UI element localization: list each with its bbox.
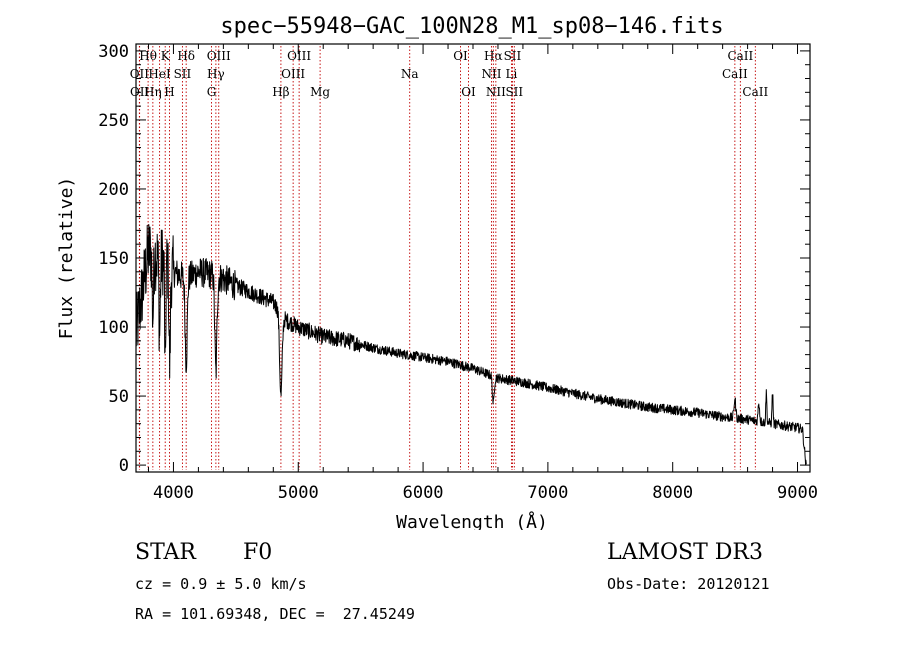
- y-axis: 0 50 100 150 200 250 300: [98, 42, 810, 476]
- plot-frame: [135, 43, 811, 473]
- flux-line: [135, 224, 807, 466]
- line-marker-label: G: [207, 85, 217, 99]
- line-marker-label: Hδ: [177, 49, 195, 63]
- line-marker-label: SII: [504, 49, 522, 63]
- y-tick-label: 200: [98, 180, 129, 200]
- line-marker-label: Li: [506, 67, 518, 81]
- x-axis-label: Wavelength (Å): [396, 511, 548, 530]
- line-marker-label: OIII: [281, 67, 305, 81]
- line-marker-label: Hθ: [139, 49, 157, 63]
- y-tick-label: 150: [98, 249, 129, 269]
- spectrum-trace: [135, 224, 807, 466]
- line-marker-label: NII: [481, 67, 501, 81]
- line-marker-label: HeI: [148, 67, 171, 81]
- line-marker-label: Hβ: [272, 85, 289, 99]
- survey-label: LAMOST DR3: [607, 540, 763, 565]
- line-marker-label: Mg: [310, 85, 330, 99]
- line-marker-label: OI: [461, 85, 476, 99]
- line-marker-label: K: [161, 49, 171, 63]
- chart-title: spec−55948−GAC_100N28_M1_sp08−146.fits: [220, 14, 723, 39]
- line-marker-label: Hα: [484, 49, 503, 63]
- subclass-label: F0: [243, 540, 273, 565]
- line-marker-label: NII: [486, 85, 506, 99]
- redshift-text: cz = 0.9 ± 5.0 km/s: [135, 575, 307, 593]
- line-marker-label: H: [164, 85, 174, 99]
- class-label: STAR: [135, 540, 196, 565]
- x-tick-label: 9000: [777, 483, 818, 503]
- x-tick-label: 7000: [527, 483, 568, 503]
- line-marker-label: CaII: [722, 67, 748, 81]
- line-marker-label: OIII: [207, 49, 231, 63]
- x-tick-label: 5000: [278, 483, 319, 503]
- line-marker-label: OI: [453, 49, 468, 63]
- line-marker-label: OIII: [287, 49, 311, 63]
- x-tick-label: 4000: [153, 483, 194, 503]
- y-tick-label: 100: [98, 318, 129, 338]
- line-marker-label: CaII: [727, 49, 753, 63]
- line-marker-label: CaII: [742, 85, 768, 99]
- line-marker-label: SII: [505, 85, 523, 99]
- line-marker-label: SII: [174, 67, 192, 81]
- obs-date: Obs-Date: 20120121: [607, 575, 770, 593]
- y-tick-label: 50: [109, 387, 129, 407]
- y-axis-label: Flux (relative): [56, 177, 77, 340]
- y-tick-label: 300: [98, 42, 129, 62]
- coordinates: RA = 101.69348, DEC = 27.45249: [135, 605, 415, 623]
- y-tick-label: 250: [98, 111, 129, 131]
- line-marker-label: Hη: [144, 85, 162, 99]
- spectrum-chart: spec−55948−GAC_100N28_M1_sp08−146.fits H…: [56, 14, 818, 530]
- x-axis: 4000 5000 6000 7000 8000 9000: [147, 44, 818, 503]
- x-tick-label: 8000: [652, 483, 693, 503]
- y-tick-label: 0: [119, 456, 129, 476]
- line-marker-label: Hγ: [207, 67, 225, 81]
- line-marker-label: Na: [401, 67, 419, 81]
- x-tick-label: 6000: [403, 483, 444, 503]
